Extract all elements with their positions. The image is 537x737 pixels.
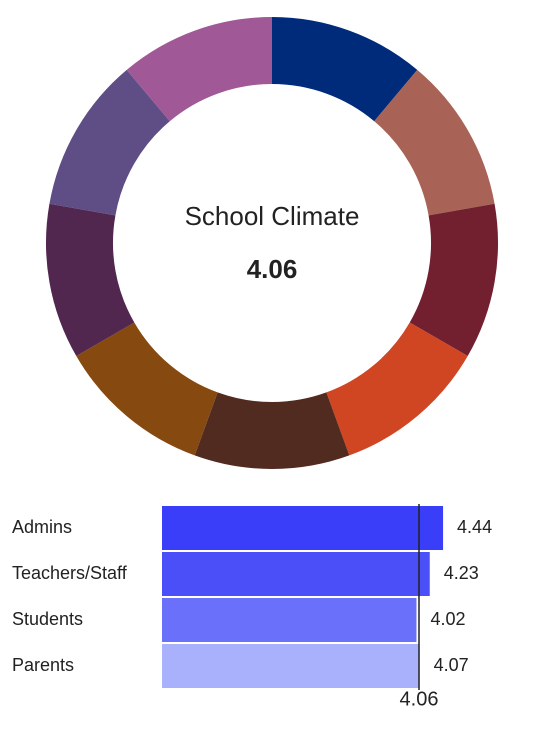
donut-segment	[374, 69, 495, 216]
bar	[162, 644, 420, 688]
donut-segment	[76, 322, 218, 456]
donut-segment	[409, 203, 498, 356]
value-label: 4.44	[457, 517, 492, 537]
bar	[162, 506, 444, 550]
donut-segment	[45, 203, 135, 356]
category-label: Students	[12, 609, 83, 629]
bar	[162, 598, 417, 642]
category-label: Teachers/Staff	[12, 563, 128, 583]
reference-label: 4.06	[400, 688, 439, 710]
donut-segment	[126, 17, 272, 122]
center-title: School Climate	[185, 201, 360, 231]
category-label: Admins	[12, 517, 72, 537]
donut-segment	[272, 17, 418, 122]
category-label: Parents	[12, 655, 74, 675]
donut-segment	[326, 322, 468, 456]
value-label: 4.07	[434, 655, 469, 675]
bar	[162, 552, 430, 596]
center-value: 4.06	[247, 254, 298, 284]
donut-segment	[194, 392, 350, 469]
value-label: 4.02	[430, 609, 465, 629]
value-label: 4.23	[444, 563, 479, 583]
donut-segment	[49, 69, 170, 216]
